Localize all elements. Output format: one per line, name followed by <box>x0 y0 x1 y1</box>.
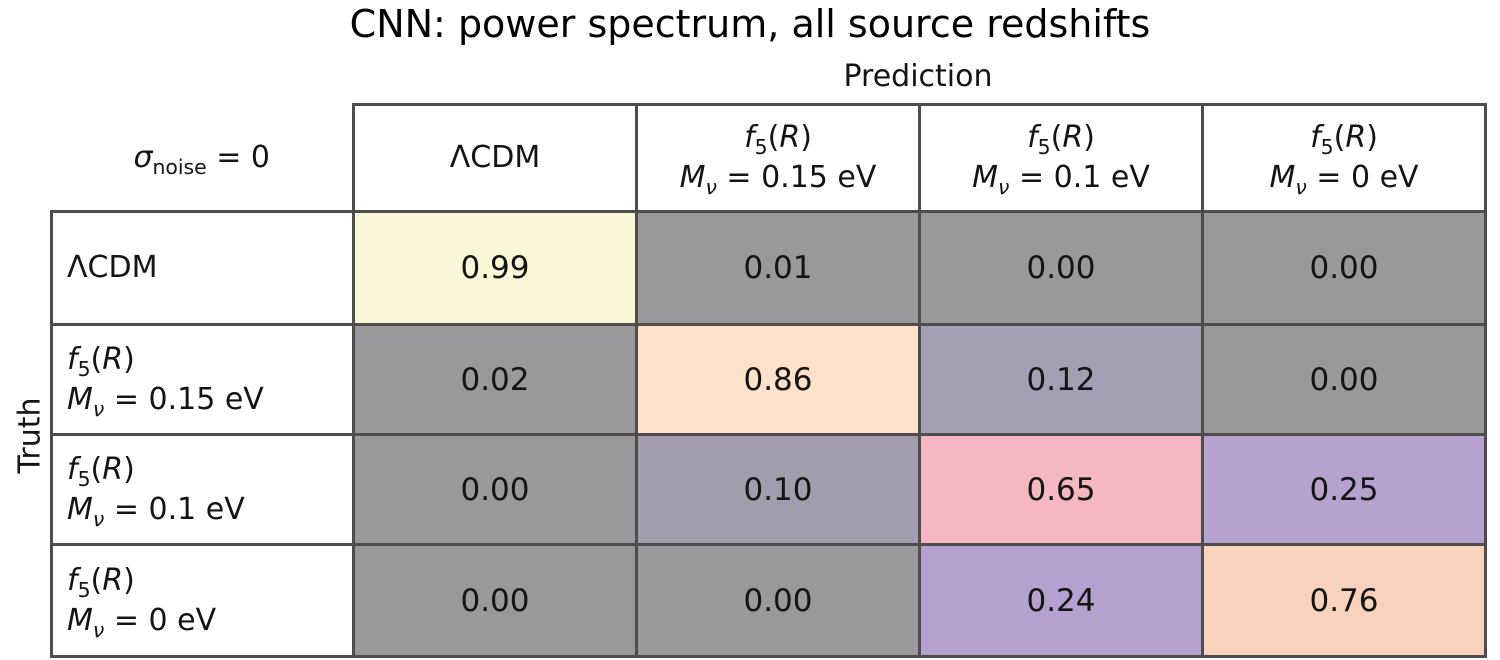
matrix-cell-r1c0: 0.02 <box>352 323 638 436</box>
confusion-matrix-table: σnoise = 0 ΛCDM f5(R) Mν = 0.15 eV f5(R)… <box>50 103 1487 658</box>
matrix-cell-r1c2: 0.12 <box>918 323 1204 436</box>
row-header-f5r-mnu-0ev: f5(R) Mν = 0 eV <box>50 543 355 658</box>
col-header-model-line: f5(R) <box>1027 120 1095 160</box>
sigma-value: = 0 <box>206 139 271 175</box>
header-row: σnoise = 0 ΛCDM f5(R) Mν = 0.15 eV f5(R)… <box>51 103 1487 213</box>
matrix-row-f5r-mnu-01ev: f5(R) Mν = 0.1 eV 0.00 0.10 0.65 0.25 <box>50 433 1487 546</box>
col-header-mass-line: Mν = 0.1 eV <box>972 160 1150 199</box>
matrix-cell-r3c1: 0.00 <box>635 543 921 658</box>
sigma-symbol: σ <box>133 139 153 175</box>
matrix-cell-r3c0: 0.00 <box>352 543 638 658</box>
matrix-cell-r0c2: 0.00 <box>918 210 1204 326</box>
matrix-row-lcdm: ΛCDM 0.99 0.01 0.00 0.00 <box>50 210 1487 326</box>
matrix-cell-r2c3: 0.25 <box>1201 433 1487 546</box>
sigma-subscript: noise <box>152 154 207 179</box>
matrix-cell-r0c3: 0.00 <box>1201 210 1487 326</box>
matrix-cell-r1c1: 0.86 <box>635 323 921 436</box>
y-axis-label-truth: Truth <box>12 397 48 474</box>
row-header-f5r-mnu-01ev: f5(R) Mν = 0.1 eV <box>50 433 355 546</box>
matrix-cell-r1c3: 0.00 <box>1201 323 1487 436</box>
row-header-f5r-mnu-015ev: f5(R) Mν = 0.15 eV <box>50 323 355 436</box>
col-header-f5r-mnu-015ev: f5(R) Mν = 0.15 eV <box>635 103 921 213</box>
row-header-model-line: f5(R) <box>67 451 135 491</box>
matrix-cell-r2c1: 0.10 <box>635 433 921 546</box>
row-header-model-line: f5(R) <box>67 562 135 602</box>
col-header-lcdm: ΛCDM <box>352 103 638 213</box>
x-axis-label-prediction: Prediction <box>843 59 993 94</box>
matrix-cell-r3c2: 0.24 <box>918 543 1204 658</box>
col-header-model-line: f5(R) <box>744 120 812 160</box>
col-header-f5r-mnu-01ev: f5(R) Mν = 0.1 eV <box>918 103 1204 213</box>
matrix-cell-r3c3: 0.76 <box>1201 543 1487 658</box>
row-header-model-line: f5(R) <box>67 341 135 381</box>
col-header-model-line: f5(R) <box>1310 120 1378 160</box>
col-header-f5r-mnu-0ev: f5(R) Mν = 0 eV <box>1201 103 1487 213</box>
matrix-cell-r2c0: 0.00 <box>352 433 638 546</box>
matrix-cell-r0c1: 0.01 <box>635 210 921 326</box>
row-header-mass-line: Mν = 0.1 eV <box>67 491 245 531</box>
matrix-cell-r2c2: 0.65 <box>918 433 1204 546</box>
col-header-mass-line: Mν = 0 eV <box>1269 160 1419 199</box>
row-header-mass-line: Mν = 0.15 eV <box>67 381 264 421</box>
row-header-mass-line: Mν = 0 eV <box>67 602 217 642</box>
row-header-lcdm: ΛCDM <box>50 210 355 326</box>
matrix-row-f5r-mnu-0ev: f5(R) Mν = 0 eV 0.00 0.00 0.24 0.76 <box>50 543 1487 658</box>
corner-annotation-sigma-noise: σnoise = 0 <box>51 104 354 212</box>
chart-title: CNN: power spectrum, all source redshift… <box>349 2 1151 46</box>
col-header-mass-line: Mν = 0.15 eV <box>679 160 877 199</box>
matrix-cell-r0c0: 0.99 <box>352 210 638 326</box>
matrix-row-f5r-mnu-015ev: f5(R) Mν = 0.15 eV 0.02 0.86 0.12 0.00 <box>50 323 1487 436</box>
